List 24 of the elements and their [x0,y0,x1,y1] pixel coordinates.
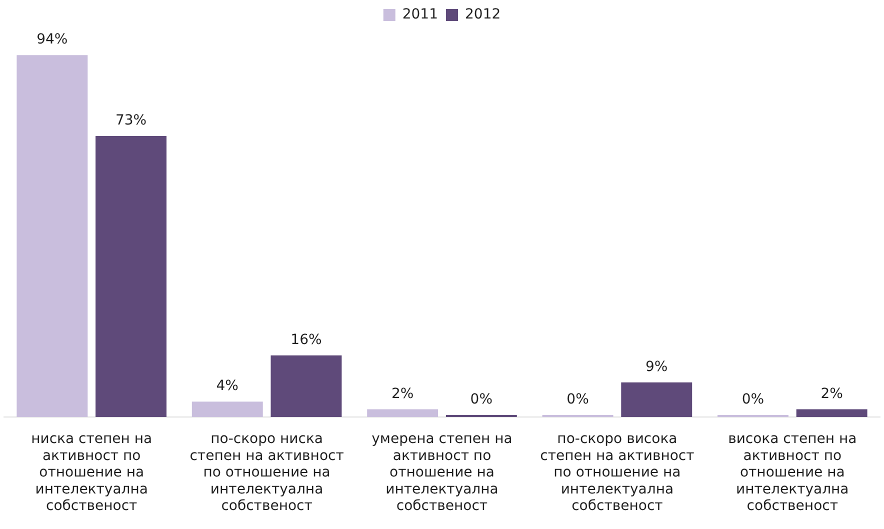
data-label: 4% [216,378,238,394]
data-label: 73% [115,112,147,129]
bar [270,355,342,417]
data-label: 0% [470,392,493,408]
x-tick-label: по-скоро ниска степен на активност по отношение на интелектуална собственост [190,431,344,514]
bar [16,55,88,417]
bar [192,402,263,417]
legend-label: 2012 [465,6,501,23]
data-label: 94% [36,32,68,48]
bar [796,409,868,417]
bar [367,409,438,417]
data-label: 0% [742,392,764,408]
x-tick-label: висока степен на активност по отношение на интелектуална собственост [728,431,857,514]
bar [96,136,166,417]
x-tick-label: умерена степен на активност по отношение на интелектуална собственост [372,431,512,514]
x-tick-label: по-скоро висока степен на активност по отношение на интелектуална собственост [540,431,694,514]
data-label: 2% [391,386,414,402]
x-tick-label: ниска степен на активност по отношение на интелектуална собственост [31,431,152,514]
data-label: 9% [646,358,668,375]
data-label: 0% [566,392,589,408]
bar [621,382,692,417]
data-label: 16% [290,332,322,348]
legend-label: 2011 [402,6,438,23]
data-label: 2% [820,386,843,402]
